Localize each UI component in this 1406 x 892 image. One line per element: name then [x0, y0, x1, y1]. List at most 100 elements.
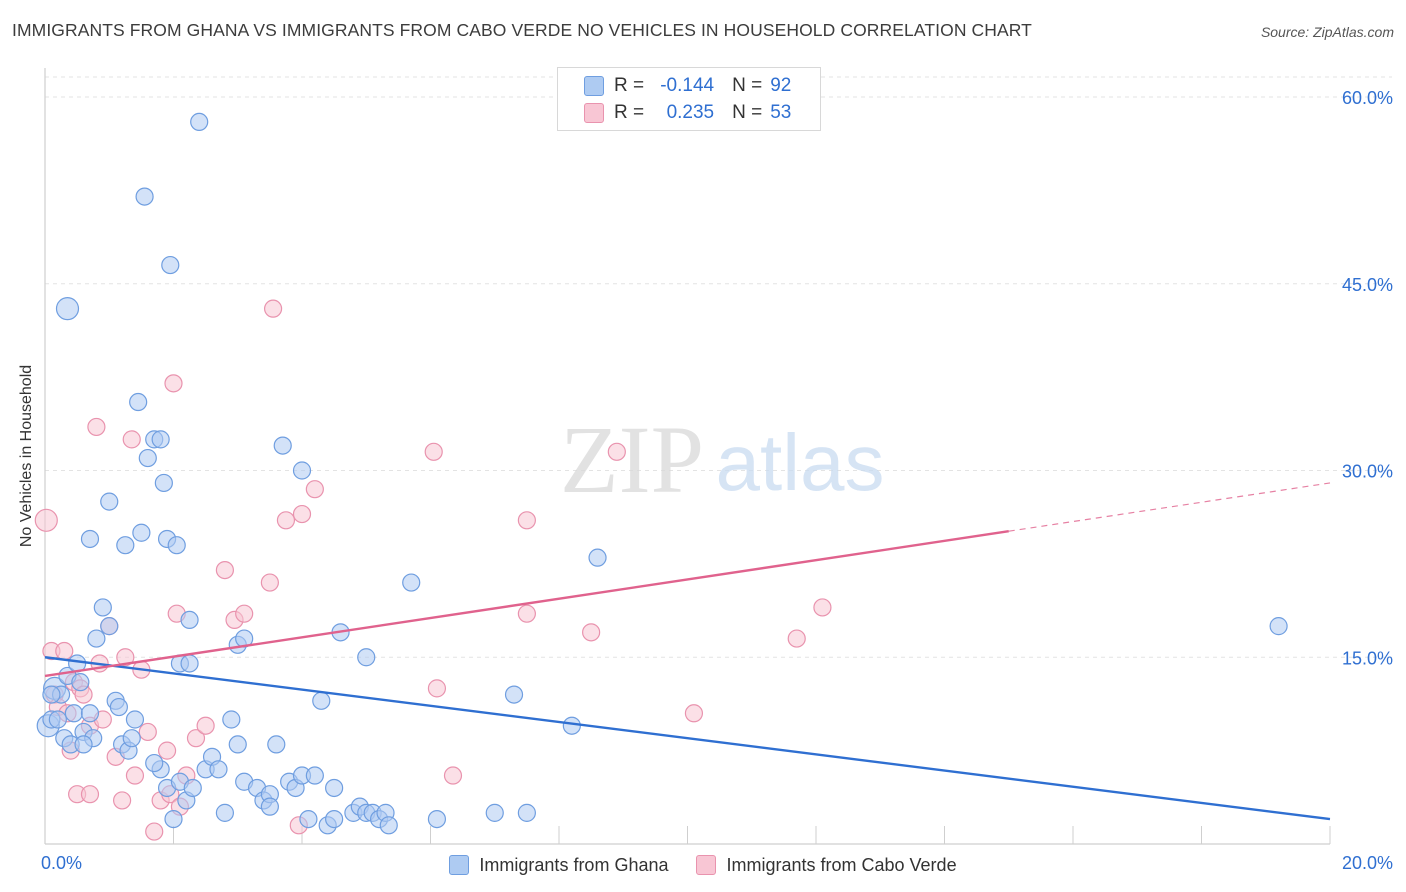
ghana-point — [190, 112, 209, 132]
watermark-zip: ZIP — [560, 406, 704, 513]
cabo-verde-point — [125, 766, 145, 785]
ghana-point — [1269, 617, 1288, 636]
cabo-verde-point — [145, 822, 164, 841]
ghana-point — [55, 297, 80, 321]
legend-r-label: R = — [614, 75, 645, 96]
cabo-verde-trend-line — [44, 530, 1009, 678]
legend-item-ghana: Immigrants from Ghana — [449, 855, 668, 876]
ghana-point — [109, 697, 128, 717]
ghana-point — [167, 536, 186, 555]
ghana-point — [215, 803, 234, 822]
legend-n-label: N = — [732, 75, 763, 96]
ghana-point — [64, 704, 84, 723]
legend-row-cabo: R = 0.235 N = 53 — [584, 100, 791, 126]
cabo-verde-point — [305, 480, 324, 499]
cabo-verde-point — [424, 442, 443, 461]
cabo-verde-point — [138, 722, 157, 742]
legend-r-value: 0.235 — [666, 102, 715, 123]
ghana-point — [325, 778, 344, 798]
cabo-verde-point — [292, 504, 312, 524]
ghana-point — [161, 255, 180, 275]
cabo-verde-point — [427, 679, 447, 698]
cabo-verde-point — [116, 648, 135, 667]
cabo-legend-swatch — [696, 855, 717, 875]
cabo-verde-point — [582, 623, 601, 642]
legend-row-ghana: R = -0.144 N = 92 — [584, 73, 791, 99]
ghana-point — [292, 461, 312, 480]
cabo-verde-trend-extension — [1008, 482, 1331, 532]
ghana-point — [80, 704, 100, 723]
ghana-point — [80, 529, 100, 549]
ghana-point — [209, 760, 228, 779]
ghana-point — [562, 716, 581, 735]
cabo-verde-point — [157, 741, 177, 760]
ghana-points — [36, 112, 1288, 835]
watermark-atlas: atlas — [716, 418, 885, 507]
ghana-point — [132, 523, 151, 542]
y-tick-label: 45.0% — [1342, 275, 1393, 295]
ghana-point — [427, 809, 447, 829]
ghana-point — [135, 187, 154, 206]
ghana-point — [71, 673, 90, 692]
ghana-point — [125, 710, 145, 729]
x-tick-label: 0.0% — [41, 853, 82, 873]
cabo-verde-point — [112, 791, 132, 810]
cabo-verde-point — [684, 704, 704, 723]
cabo-verde-point — [787, 629, 806, 648]
ghana-point — [273, 436, 292, 455]
cabo-verde-point — [517, 604, 536, 623]
legend-r-value: -0.144 — [660, 75, 715, 96]
ghana-point — [588, 548, 607, 567]
ghana-point — [138, 448, 157, 468]
ghana-point — [74, 735, 93, 754]
cabo-verde-point — [80, 785, 100, 804]
watermark: ZIP atlas — [560, 406, 884, 513]
y-tick-label: 30.0% — [1342, 462, 1393, 482]
cabo-verde-point — [215, 560, 234, 580]
cabo-verde-point — [443, 766, 463, 785]
tick-labels: 15.0% 30.0% 45.0% 60.0% 0.0% 20.0% — [41, 88, 1393, 873]
cabo-verde-point — [87, 417, 106, 437]
cabo-verde-point — [55, 641, 74, 661]
ghana-point — [228, 735, 247, 754]
correlation-legend: R = -0.144 N = 92 R = 0.235 N = 53 — [557, 67, 821, 131]
legend-label-ghana: Immigrants from Ghana — [479, 854, 669, 875]
ghana-point — [504, 685, 524, 704]
ghana-point — [183, 778, 202, 798]
chart-title: IMMIGRANTS FROM GHANA VS IMMIGRANTS FROM… — [12, 20, 1032, 40]
legend-item-cabo: Immigrants from Cabo Verde — [696, 855, 957, 876]
ghana-point — [100, 492, 119, 511]
ghana-point — [145, 753, 164, 773]
x-tick-label: 20.0% — [1342, 853, 1393, 873]
ghana-point — [100, 617, 119, 636]
ghana-point — [267, 735, 286, 754]
legend-n-label: N = — [732, 102, 763, 123]
ghana-point — [260, 797, 279, 816]
cabo-swatch — [584, 103, 604, 123]
cabo-verde-point — [260, 573, 279, 592]
legend-n-value: 92 — [770, 75, 792, 96]
cabo-verde-point — [517, 511, 536, 530]
cabo-verde-point — [235, 604, 254, 623]
legend-n-value: 53 — [770, 102, 792, 123]
ghana-point — [357, 648, 376, 667]
ghana-point — [222, 710, 241, 729]
ghana-point — [129, 392, 148, 412]
ghana-point — [151, 430, 170, 449]
ghana-point — [116, 536, 135, 555]
ghana-point — [93, 598, 112, 617]
gridlines — [45, 76, 1392, 658]
cabo-verde-point — [276, 511, 296, 530]
ghana-point — [164, 809, 183, 829]
cabo-verde-point — [196, 716, 215, 735]
trend-lines — [44, 482, 1331, 821]
ghana-point — [305, 766, 324, 785]
ghana-legend-swatch — [449, 855, 470, 875]
legend-r-label: R = — [614, 102, 645, 123]
ghana-point — [379, 816, 398, 835]
ghana-point — [299, 809, 318, 829]
y-tick-label: 60.0% — [1342, 88, 1393, 108]
cabo-verde-point — [34, 508, 58, 532]
ghana-point — [122, 729, 141, 748]
